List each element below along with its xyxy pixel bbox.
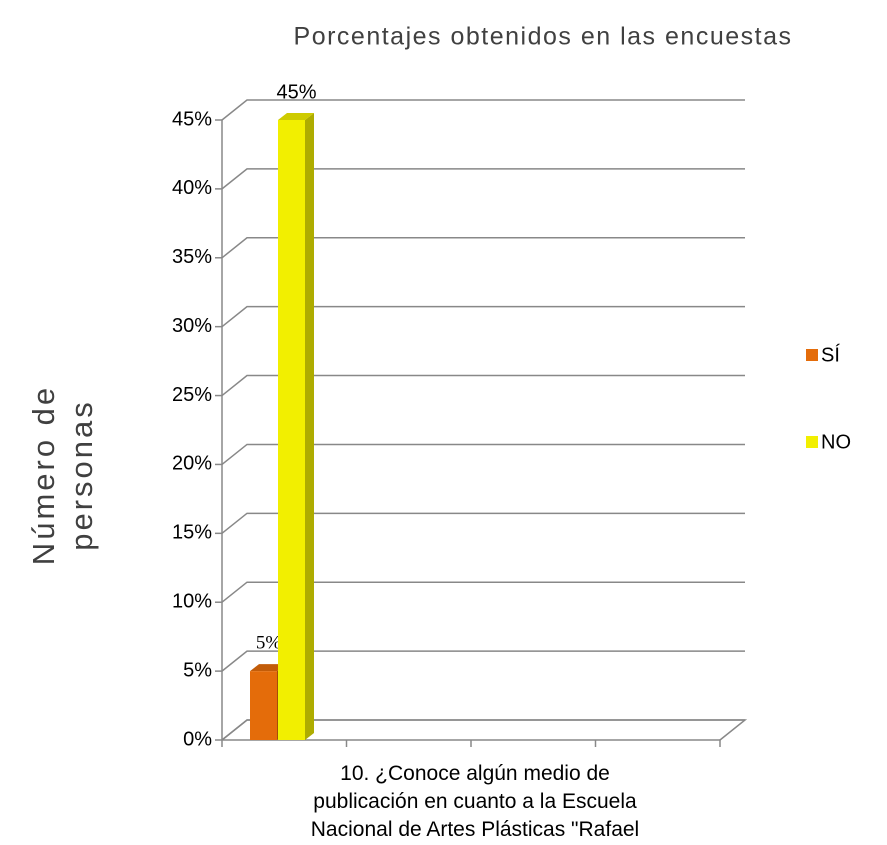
legend-label: NO bbox=[821, 431, 851, 453]
y-tick-label: 15% bbox=[172, 522, 212, 544]
y-tick-label: 40% bbox=[172, 177, 212, 199]
chart-title: Porcentajes obtenidos en las encuestas bbox=[294, 23, 793, 51]
legend-label: SÍ bbox=[821, 343, 840, 366]
y-tick-label: 5% bbox=[183, 659, 212, 681]
value-label: 5% bbox=[256, 632, 282, 653]
grid-line bbox=[221, 581, 745, 603]
bar-face bbox=[250, 664, 286, 672]
y-tick-label: 35% bbox=[172, 246, 212, 268]
grid-line bbox=[221, 168, 745, 190]
grid-line bbox=[221, 512, 745, 534]
bar-face bbox=[278, 120, 305, 740]
y-tick-label: 20% bbox=[172, 453, 212, 475]
grid-line bbox=[221, 99, 745, 121]
grid-line bbox=[221, 719, 745, 741]
bar-face bbox=[305, 113, 314, 740]
y-tick-label: 10% bbox=[172, 591, 212, 613]
bar bbox=[278, 113, 314, 740]
grid-line bbox=[221, 650, 745, 672]
bar-face bbox=[278, 113, 314, 120]
grid-line bbox=[221, 305, 745, 328]
value-label: 45% bbox=[276, 81, 316, 103]
y-tick-label: 0% bbox=[183, 728, 212, 750]
bar-face bbox=[250, 671, 277, 740]
grid-line bbox=[221, 443, 745, 466]
y-tick-label: 25% bbox=[172, 384, 212, 406]
legend-swatch bbox=[806, 349, 818, 361]
y-tick-label: 30% bbox=[172, 315, 212, 337]
grid-line bbox=[221, 374, 745, 397]
legend-swatch bbox=[806, 436, 818, 448]
y-tick-label: 45% bbox=[172, 108, 212, 130]
y-axis-label: Número de personas bbox=[26, 384, 99, 566]
grid-line bbox=[221, 237, 745, 259]
x-tick-label: 10. ¿Conoce algún medio de publicación e… bbox=[310, 762, 640, 841]
